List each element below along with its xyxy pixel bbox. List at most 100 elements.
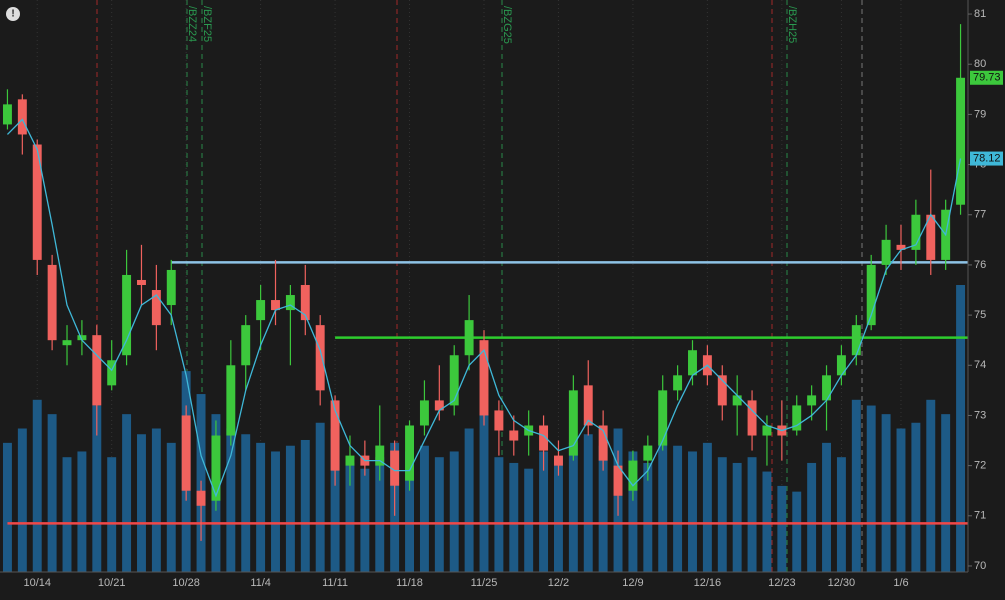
volume-bar bbox=[717, 457, 727, 572]
x-tick-label: 12/9 bbox=[622, 577, 643, 589]
x-tick-label: 1/6 bbox=[893, 577, 908, 589]
volume-bar bbox=[956, 285, 966, 572]
candle-body bbox=[628, 460, 638, 491]
x-tick-label: 11/11 bbox=[322, 577, 348, 589]
volume-bar bbox=[449, 451, 459, 572]
candle-body bbox=[300, 284, 310, 321]
x-tick-label: 12/23 bbox=[768, 577, 796, 589]
candle-body bbox=[62, 340, 72, 346]
candle-body bbox=[419, 400, 429, 426]
candle-body bbox=[17, 99, 27, 135]
candle-body bbox=[77, 335, 87, 341]
candle-body bbox=[583, 385, 593, 426]
volume-bar bbox=[568, 442, 578, 572]
candle-body bbox=[107, 360, 117, 386]
candle-body bbox=[911, 214, 921, 250]
volume-bar bbox=[762, 471, 772, 572]
volume-bar bbox=[122, 414, 132, 572]
price-tag bbox=[970, 151, 1003, 166]
candle-body bbox=[226, 365, 236, 436]
moving-average bbox=[6, 118, 962, 498]
volume-bar bbox=[375, 457, 385, 572]
candle-body bbox=[32, 144, 42, 260]
candle-body bbox=[151, 290, 161, 326]
candle-body bbox=[2, 104, 12, 125]
y-tick-label: 71 bbox=[974, 510, 986, 522]
candle-body bbox=[464, 320, 474, 356]
x-tick-label: 11/18 bbox=[396, 577, 423, 589]
volume-bar bbox=[479, 414, 489, 572]
volume-bar bbox=[434, 457, 444, 572]
volume-bar bbox=[732, 462, 742, 572]
y-tick-label: 81 bbox=[974, 8, 986, 20]
candle-body bbox=[851, 325, 861, 356]
volume-bar bbox=[32, 399, 42, 572]
candle-body bbox=[434, 400, 444, 411]
candle-body bbox=[747, 400, 757, 436]
y-tick-label: 77 bbox=[974, 209, 986, 221]
x-tick-label: 10/28 bbox=[172, 577, 200, 589]
y-tick-label: 74 bbox=[974, 359, 986, 371]
volume-bar bbox=[792, 491, 802, 572]
volume-bar bbox=[166, 442, 176, 572]
plot bbox=[2, 0, 968, 572]
volume-bar bbox=[747, 457, 757, 572]
candle-body bbox=[330, 400, 340, 471]
volume-bar bbox=[673, 445, 683, 572]
candle-body bbox=[598, 425, 608, 461]
volume-bar bbox=[62, 457, 72, 572]
alert-icon-glyph: ! bbox=[11, 9, 14, 20]
x-tick-label: 12/30 bbox=[828, 577, 856, 589]
volume-bar bbox=[405, 451, 415, 572]
candle-body bbox=[926, 214, 936, 260]
volume-bar bbox=[360, 468, 370, 572]
annotation: /BZZ24 bbox=[186, 6, 198, 42]
candle-body bbox=[956, 77, 966, 205]
volume-bar bbox=[628, 451, 638, 572]
candle-body bbox=[181, 415, 191, 491]
volume-bar bbox=[345, 462, 355, 572]
volume-bar bbox=[941, 414, 951, 572]
annotation: /BZG25 bbox=[501, 6, 513, 44]
volume-bar bbox=[2, 442, 12, 572]
candle-body bbox=[658, 390, 668, 446]
candle-body bbox=[568, 390, 578, 456]
candle-body bbox=[122, 274, 132, 356]
candle-body bbox=[315, 325, 325, 391]
volume-bar bbox=[464, 428, 474, 572]
candle-body bbox=[762, 425, 772, 436]
volume-bar bbox=[419, 445, 429, 572]
candle-body bbox=[47, 264, 57, 341]
alert-icon[interactable] bbox=[6, 7, 20, 21]
y-tick-label: 72 bbox=[974, 460, 986, 472]
candle-body bbox=[866, 264, 876, 326]
candle-body bbox=[553, 455, 563, 466]
volume-bar bbox=[836, 457, 846, 572]
candle-body bbox=[509, 430, 519, 441]
candle-body bbox=[345, 455, 355, 466]
y-tick-label: 70 bbox=[974, 560, 986, 572]
x-tick-label: 12/2 bbox=[548, 577, 569, 589]
candle-body bbox=[390, 450, 400, 486]
volume-bar bbox=[926, 399, 936, 572]
candle-body bbox=[256, 300, 266, 321]
volume-bar bbox=[17, 428, 27, 572]
volume-bar bbox=[300, 439, 310, 572]
volume-bar bbox=[137, 434, 146, 572]
candle-body bbox=[836, 355, 846, 376]
candle-body bbox=[539, 425, 549, 451]
price-tag bbox=[970, 70, 1003, 85]
candle-body bbox=[732, 395, 742, 406]
annotation: /BZH25 bbox=[786, 6, 798, 43]
y-tick-label: 76 bbox=[974, 259, 986, 271]
candle-body bbox=[166, 269, 176, 306]
volume-bar bbox=[658, 439, 668, 572]
x-tick-label: 12/16 bbox=[694, 577, 722, 589]
candle-body bbox=[375, 445, 385, 466]
candle-body bbox=[717, 375, 727, 406]
volume-bar bbox=[539, 451, 549, 572]
candle-body bbox=[822, 375, 831, 401]
candle-body bbox=[792, 405, 802, 431]
volume-bar bbox=[851, 399, 861, 572]
